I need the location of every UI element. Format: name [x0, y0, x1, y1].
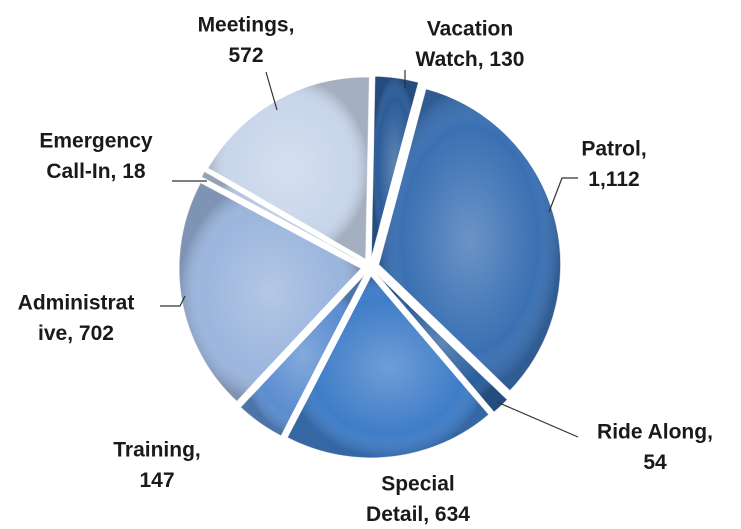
data-label: Meetings, 572 [198, 13, 295, 66]
data-label: Emergency Call-In, 18 [39, 129, 153, 182]
leader-line [496, 401, 579, 438]
leader-line [160, 295, 186, 307]
data-label: Training, 147 [113, 438, 201, 491]
pie [178, 75, 562, 459]
leader-line [548, 177, 578, 213]
leader-line [265, 71, 278, 111]
data-label: Patrol, 1,112 [581, 137, 646, 190]
data-label: Ride Along, 54 [597, 420, 713, 473]
labels: Vacation Watch, 130 Patrol, 1,112 Ride Along… [18, 13, 713, 525]
data-label: Special Detail, 634 [366, 472, 470, 525]
data-label: Administrat ive, 702 [18, 291, 135, 344]
data-label: Vacation Watch, 130 [416, 17, 525, 70]
